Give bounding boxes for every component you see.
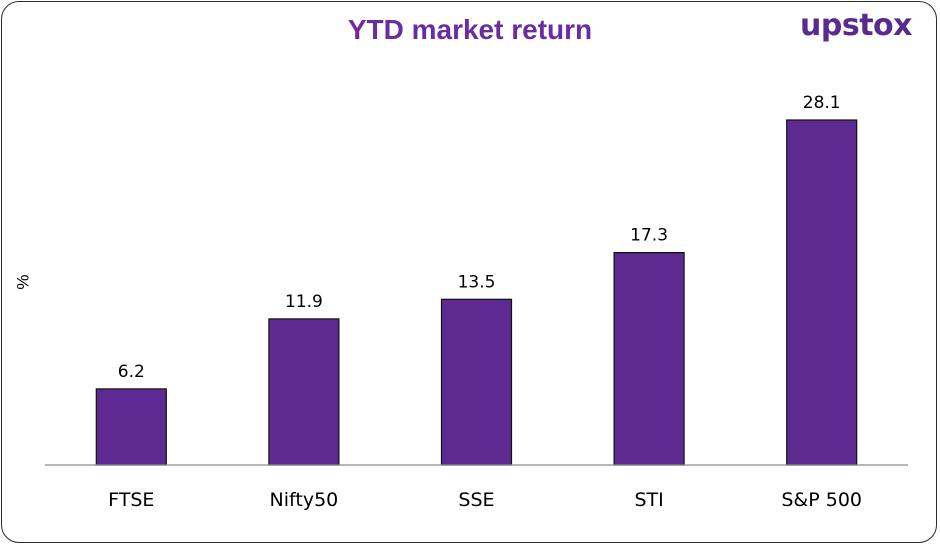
bars-group (95, 119, 858, 466)
labels-group: 6.2 FTSE 11.9 Nifty50 13.5 SSE 17.3 STI 28.1 S&P … (108, 93, 862, 511)
bar-nifty50 (268, 318, 340, 466)
x-tick-label: FTSE (108, 489, 154, 511)
data-label: 13.5 (458, 272, 496, 292)
x-tick-label: Nifty50 (270, 489, 339, 511)
upstox-logo: upstox (800, 8, 913, 43)
bar-s-p-500 (786, 119, 858, 466)
chart-title: YTD market return (347, 14, 593, 45)
data-label: 28.1 (803, 93, 841, 113)
data-label: 6.2 (118, 362, 145, 382)
bar-sti (613, 252, 685, 466)
bar-sse (440, 298, 513, 466)
x-tick-label: S&P 500 (781, 489, 862, 511)
x-tick-label: STI (634, 489, 663, 511)
x-tick-label: SSE (458, 489, 494, 511)
data-label: 11.9 (285, 292, 323, 312)
bar-ftse (95, 388, 167, 466)
data-label: 17.3 (630, 226, 668, 246)
